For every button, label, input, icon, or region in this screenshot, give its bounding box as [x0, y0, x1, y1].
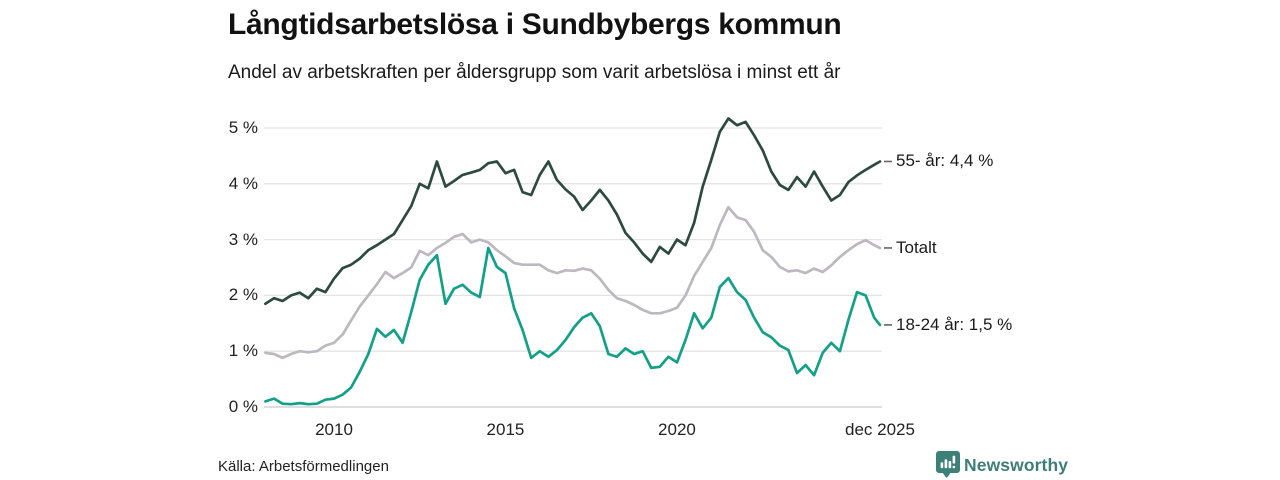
series-line-18-24-år: [264, 246, 882, 406]
y-axis-tick-1: 1 %: [228, 341, 258, 361]
series-line-Totalt: [264, 205, 882, 360]
series-label-18-24-år: 18-24 år: 1,5 %: [896, 314, 1013, 334]
x-axis-tick-2020: 2020: [658, 420, 696, 439]
page-title: Långtidsarbetslösa i Sundbybergs kommun: [228, 8, 842, 41]
brand-wordmark: Newsworthy: [964, 455, 1069, 475]
y-axis-tick-3: 3 %: [228, 229, 258, 249]
x-axis-tick-dec-2025: dec 2025: [845, 420, 915, 439]
y-axis-tick-0: 0 %: [228, 397, 258, 416]
series-label-Totalt: Totalt: [896, 237, 937, 257]
y-axis-tick-4: 4 %: [228, 173, 258, 193]
source-note: Källa: Arbetsförmedlingen: [218, 458, 389, 475]
series-label-55--år: 55- år: 4,4 %: [896, 151, 994, 171]
y-axis-tick-5: 5 %: [228, 118, 258, 137]
x-axis-tick-2010: 2010: [315, 420, 353, 439]
newsworthy-logo-icon: [936, 451, 960, 478]
y-axis-tick-2: 2 %: [228, 285, 258, 305]
x-axis-tick-2015: 2015: [486, 420, 525, 439]
series-line-55--år: [264, 117, 882, 306]
chart-subtitle: Andel av arbetskraften per åldersgrupp s…: [228, 62, 841, 83]
